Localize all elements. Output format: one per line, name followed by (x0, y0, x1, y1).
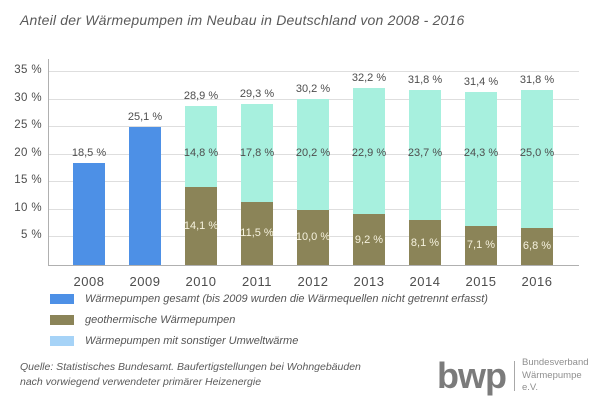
legend-item: geothermische Wärmepumpen (50, 313, 235, 327)
segment-value-label: 9,2 % (354, 233, 384, 246)
legend-label: geothermische Wärmepumpen (85, 314, 236, 326)
legend-item: Wärmepumpen mit sonstiger Umweltwärme (50, 334, 298, 348)
bar-segment-2010: 14,1 % (183, 187, 219, 265)
logo-org-line-1: Bundesverband (521, 357, 589, 368)
x-axis-label-2008: 2008 (73, 274, 105, 289)
segment-value-label: 23,7 % (407, 147, 443, 159)
chart-title: Anteil der Wärmepumpen im Neubau in Deut… (20, 12, 465, 28)
gridline (49, 71, 579, 73)
source-line-2: nach vorwiegend verwendeter primärer Hei… (20, 376, 262, 388)
bwp-logo-text: bwp (437, 354, 507, 396)
segment-value-label: 7,1 % (466, 239, 496, 252)
total-value-label: 30,2 % (295, 82, 331, 95)
source-note: Quelle: Statistisches Bundesamt. Baufert… (20, 360, 361, 390)
x-axis-label-2010: 2010 (185, 274, 217, 289)
total-value-label: 18,5 % (71, 147, 107, 160)
segment-value-label: 14,1 % (183, 220, 219, 233)
legend-item: Wärmepumpen gesamt (bis 2009 wurden die … (50, 292, 488, 306)
bwp-logo: bwp Bundesverband Wärmepumpe e.V. (437, 357, 600, 395)
legend-label: Wärmepumpen mit sonstiger Umweltwärme (85, 335, 299, 347)
total-value-label: 32,2 % (351, 71, 387, 84)
segment-value-label: 6,8 % (522, 240, 552, 253)
logo-org-name: Bundesverband Wärmepumpe e.V. (522, 357, 600, 395)
legend-swatch (50, 336, 74, 346)
x-axis-label-2011: 2011 (242, 274, 272, 289)
y-axis-tick-label: 5 % (20, 229, 42, 242)
segment-value-label: 10,0 % (295, 231, 331, 244)
x-axis-label-2015: 2015 (465, 274, 497, 289)
segment-value-label: 11,5 % (240, 227, 274, 240)
total-value-label: 29,3 % (239, 87, 275, 100)
plot-area: 18,5 % 2008 25,1 % 2009 14,1 % 14,8 % 28,9 % 20… (48, 59, 579, 289)
y-axis-tick-label: 35 % (14, 64, 42, 77)
legend-swatch (50, 315, 74, 325)
segment-value-label: 20,2 % (295, 147, 331, 159)
bar-segment-2015 (465, 92, 497, 226)
segment-value-label: 14,8 % (183, 147, 219, 159)
y-axis-tick-label: 20 % (14, 146, 42, 159)
y-axis-tick-label: 30 % (14, 91, 42, 104)
total-value-label: 31,8 % (407, 73, 443, 86)
total-value-label: 28,9 % (183, 89, 219, 102)
legend-label: Wärmepumpen gesamt (bis 2009 wurden die … (85, 293, 488, 305)
total-value-label: 31,4 % (463, 76, 499, 89)
source-line-1: Quelle: Statistisches Bundesamt. Baufert… (20, 361, 361, 373)
x-axis-label-2016: 2016 (521, 274, 553, 289)
bar-segment-2013: 9,2 % (353, 214, 385, 265)
bar-segment-2014: 8,1 % (409, 220, 441, 265)
segment-value-label: 17,8 % (239, 147, 275, 159)
legend-swatch (50, 294, 74, 304)
x-axis-label-2013: 2013 (353, 274, 385, 289)
bar-segment-2014 (409, 89, 441, 221)
bar-segment-2013 (353, 88, 385, 215)
bar-segment-2012 (297, 98, 329, 210)
x-axis-label-2012: 2012 (297, 274, 329, 289)
bar-segment-2016: 6,8 % (521, 227, 553, 265)
bar-segment-2011: 11,5 % (240, 201, 274, 265)
bar-segment-2011 (241, 103, 273, 202)
segment-value-label: 24,3 % (463, 147, 499, 159)
bar-segment-2016 (521, 89, 553, 228)
y-axis-tick-label: 15 % (14, 174, 42, 187)
segment-value-label: 22,9 % (351, 147, 387, 159)
bar-segment-2009 (129, 126, 161, 265)
bar-segment-2010 (185, 105, 217, 188)
y-axis-tick-label: 10 % (14, 201, 42, 214)
bar-segment-2008 (73, 163, 105, 265)
segment-value-label: 8,1 % (410, 236, 440, 249)
segment-value-label: 25,0 % (519, 147, 555, 159)
x-axis-label-2014: 2014 (409, 274, 441, 289)
logo-org-line-2: Wärmepumpe e.V. (521, 369, 582, 394)
bar-segment-2015: 7,1 % (465, 225, 497, 265)
total-value-label: 31,8 % (519, 73, 555, 86)
x-axis-label-2009: 2009 (129, 274, 161, 289)
y-axis-tick-label: 25 % (14, 119, 42, 132)
logo-divider (513, 360, 515, 391)
bar-segment-2012: 10,0 % (295, 209, 331, 265)
total-value-label: 25,1 % (127, 110, 163, 123)
